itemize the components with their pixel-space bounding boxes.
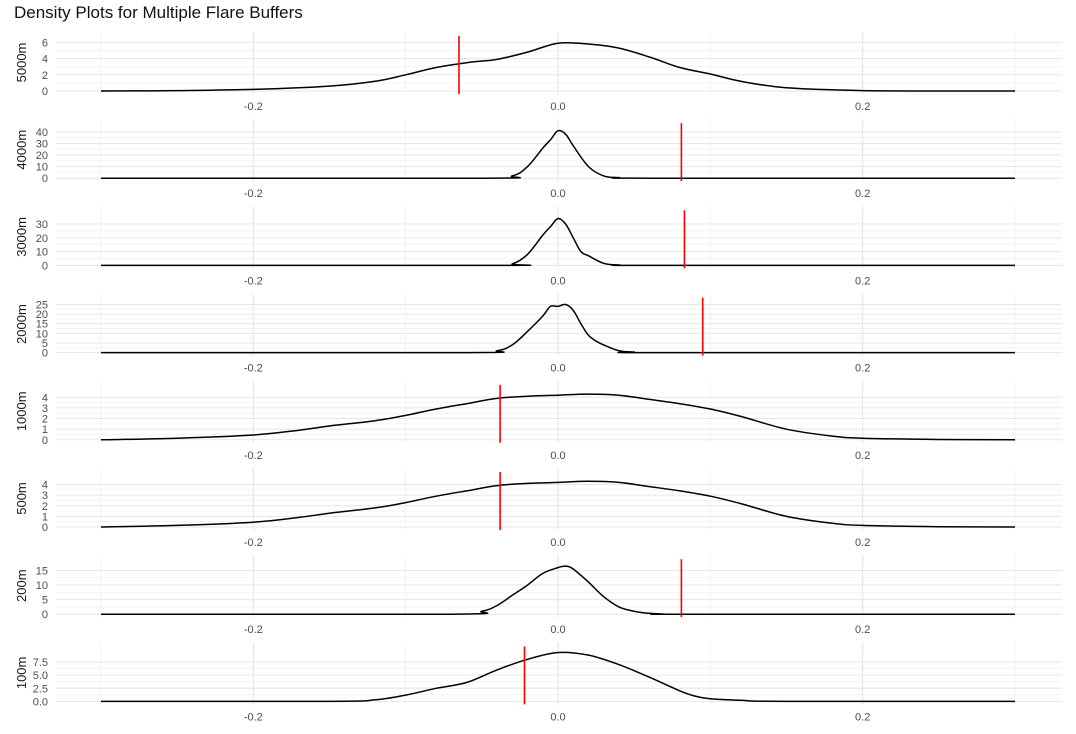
y-tick-label: 10: [36, 162, 48, 174]
panel-label: 500m: [14, 482, 29, 515]
x-tick-label: -0.2: [244, 101, 263, 113]
panel-label: 1000m: [14, 391, 29, 431]
panel-label: 3000m: [14, 217, 29, 257]
y-tick-label: 10: [36, 328, 48, 340]
y-tick-label: 5.0: [33, 670, 48, 682]
density-line: [100, 393, 1016, 441]
y-tick-label: 1: [42, 511, 48, 523]
x-tick-label: -0.2: [244, 711, 263, 723]
y-tick-label: 15: [36, 319, 48, 331]
y-tick-label: 0: [42, 173, 48, 185]
y-tick-label: 20: [36, 233, 48, 245]
chart-title: Density Plots for Multiple Flare Buffers: [14, 3, 303, 22]
x-tick-label: 0.0: [550, 450, 565, 462]
panel-label: 2000m: [14, 304, 29, 344]
y-tick-label: 0: [42, 260, 48, 272]
y-tick-label: 3: [42, 490, 48, 502]
x-tick-label: -0.2: [244, 537, 263, 549]
x-tick-label: 0.2: [855, 275, 870, 287]
x-tick-label: 0.2: [855, 101, 870, 113]
y-tick-label: 5: [42, 338, 48, 350]
y-tick-label: 2: [42, 70, 48, 82]
y-tick-label: 4: [42, 480, 48, 492]
panel-label: 200m: [14, 569, 29, 602]
density-line: [100, 480, 1016, 528]
x-tick-label: 0.2: [855, 450, 870, 462]
x-tick-label: -0.2: [244, 275, 263, 287]
panel-label: 100m: [14, 657, 29, 690]
density-line: [101, 129, 1015, 179]
density-line: [101, 651, 1015, 703]
x-tick-label: 0.2: [855, 188, 870, 200]
y-tick-label: 0: [42, 348, 48, 360]
x-tick-label: 0.0: [550, 363, 565, 375]
y-tick-label: 2: [42, 414, 48, 426]
panel-label: 5000m: [14, 43, 29, 83]
panel-200m: 0 5 10 15 -0.2 0.0 0.2 200m: [14, 555, 1062, 636]
y-tick-label: 0: [42, 86, 48, 98]
y-tick-label: 20: [36, 309, 48, 321]
x-tick-label: 0.0: [550, 188, 565, 200]
y-tick-label: 30: [36, 138, 48, 150]
x-tick-label: 0.2: [855, 537, 870, 549]
y-tick-label: 10: [36, 247, 48, 259]
x-tick-label: -0.2: [244, 363, 263, 375]
x-tick-label: 0.0: [550, 624, 565, 636]
y-tick-label: 0: [42, 522, 48, 534]
density-line: [100, 217, 1015, 267]
x-tick-label: 0.0: [550, 101, 565, 113]
y-tick-label: 10: [36, 580, 48, 592]
density-line: [100, 41, 1016, 92]
x-tick-label: 0.2: [855, 363, 870, 375]
panel-5000m: 0 2 4 6 -0.2 0.0 0.2 5000m: [14, 32, 1062, 113]
y-tick-label: 7.5: [33, 657, 48, 669]
x-tick-label: 0.2: [855, 624, 870, 636]
y-tick-label: 25: [36, 299, 48, 311]
x-tick-label: -0.2: [244, 188, 263, 200]
x-tick-label: -0.2: [244, 624, 263, 636]
y-tick-label: 20: [36, 150, 48, 162]
density-line: [101, 565, 1015, 615]
panel-3000m: 010 20 30 -0.2 0.0 0.2 3000m: [14, 206, 1062, 287]
panel-label: 4000m: [14, 130, 29, 170]
y-tick-label: 40: [36, 127, 48, 139]
y-tick-label: 30: [36, 219, 48, 231]
x-tick-label: 0.0: [550, 275, 565, 287]
y-tick-label: 1: [42, 424, 48, 436]
x-tick-label: -0.2: [244, 450, 263, 462]
y-tick-label: 0: [42, 435, 48, 447]
y-tick-label: 0.0: [33, 696, 48, 708]
y-tick-label: 2.5: [33, 683, 48, 695]
y-tick-label: 5: [42, 595, 48, 607]
y-tick-label: 3: [42, 403, 48, 415]
y-tick-label: 4: [42, 392, 48, 404]
y-tick-label: 4: [42, 54, 48, 66]
y-tick-label: 2: [42, 501, 48, 513]
density-line: [101, 303, 1015, 354]
y-tick-label: 0: [42, 609, 48, 621]
y-tick-label: 6: [42, 37, 48, 49]
x-tick-label: 0.0: [550, 711, 565, 723]
x-tick-label: 0.2: [855, 711, 870, 723]
y-tick-label: 15: [36, 565, 48, 577]
x-tick-label: 0.0: [550, 537, 565, 549]
